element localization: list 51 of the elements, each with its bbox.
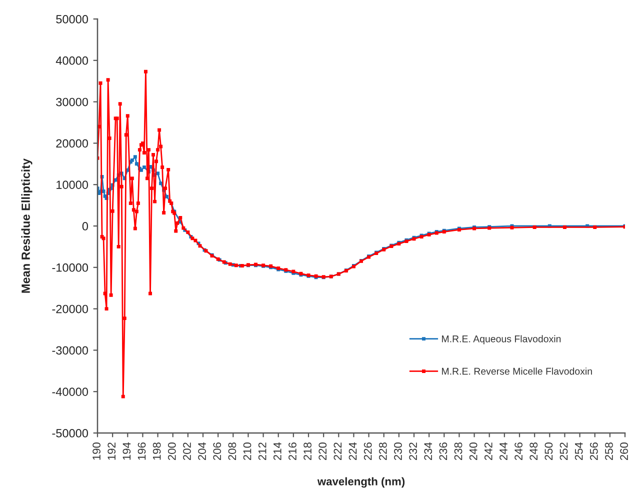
x-tick-label: 232: [409, 442, 417, 460]
x-tick-label: 214: [273, 442, 282, 460]
y-tick-label: 50000: [56, 15, 88, 24]
x-tick-label: 216: [288, 442, 296, 460]
x-tick-label: 226: [364, 442, 372, 460]
x-tick-label: 254: [574, 442, 583, 460]
x-tick-label: 230: [394, 442, 402, 460]
x-tick-label: 196: [138, 442, 146, 460]
y-axis-title: Mean Residue Ellipticity: [21, 158, 32, 293]
y-tick-label: 40000: [56, 56, 88, 65]
y-tick-label: -10000: [52, 263, 88, 272]
y-tick-label: 0: [82, 222, 88, 230]
x-tick-label: 200: [168, 442, 176, 460]
y-tick-label: -30000: [52, 346, 88, 355]
x-tick-label: 198: [152, 442, 161, 460]
x-tick-label: 260: [620, 442, 628, 460]
x-tick-label: 256: [590, 442, 598, 460]
x-tick-label: 246: [514, 442, 522, 460]
x-tick-label: 222: [334, 442, 342, 460]
x-tick-label: 208: [228, 442, 236, 460]
x-tick-label: 238: [454, 442, 462, 460]
x-tick-label: 244: [500, 442, 508, 460]
x-tick-label: 206: [213, 442, 222, 460]
x-tick-label: 210: [243, 442, 252, 460]
x-tick-label: 192: [108, 442, 116, 460]
y-tick-label: -40000: [52, 388, 88, 396]
x-tick-label: 202: [183, 442, 191, 460]
x-tick-label: 194: [122, 442, 131, 460]
y-tick-label: 20000: [56, 139, 88, 148]
y-tick-label: 30000: [56, 98, 88, 106]
x-tick-label: 240: [469, 442, 478, 460]
x-tick-label: 250: [544, 442, 553, 460]
x-tick-label: 248: [530, 442, 538, 460]
y-tick-label: -20000: [52, 304, 88, 314]
legend-label: M.R.E. Aqueous Flavodoxin: [442, 335, 561, 344]
legend-label: M.R.E. Reverse Micelle Flavodoxin: [442, 368, 592, 375]
y-tick-label: -50000: [52, 429, 88, 438]
x-tick-label: 218: [304, 442, 312, 460]
x-tick-label: 258: [605, 442, 613, 460]
x-axis-title: wavelength (nm): [317, 477, 405, 488]
x-tick-label: 224: [348, 442, 357, 460]
x-tick-label: 228: [378, 442, 387, 460]
x-tick-label: 236: [439, 442, 448, 460]
x-tick-label: 190: [92, 442, 100, 460]
x-tick-label: 242: [484, 442, 492, 460]
x-tick-label: 252: [560, 442, 568, 460]
x-tick-label: 220: [318, 442, 327, 460]
y-tick-label: 10000: [56, 180, 88, 189]
x-tick-label: 204: [198, 442, 206, 460]
x-tick-label: 234: [424, 442, 432, 460]
x-tick-label: 212: [258, 442, 266, 460]
